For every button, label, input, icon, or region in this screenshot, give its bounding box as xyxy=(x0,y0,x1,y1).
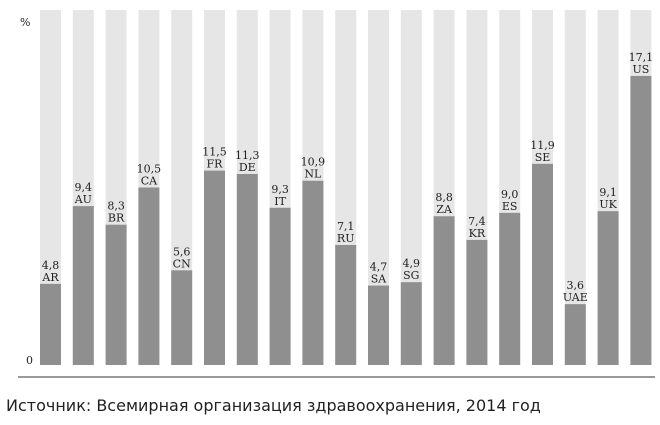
bar-ca xyxy=(138,187,160,365)
bar-au xyxy=(72,206,94,365)
category-label-es: ES xyxy=(502,200,518,213)
category-label-se: SE xyxy=(535,151,551,164)
bar-fr xyxy=(204,170,225,365)
category-label-nl: NL xyxy=(304,168,322,181)
value-label-cn: 5,6 xyxy=(173,245,191,258)
bar-it xyxy=(269,207,291,365)
value-label-fr: 11,5 xyxy=(202,146,227,159)
category-label-ru: RU xyxy=(337,232,355,245)
y-axis-unit-label: % xyxy=(20,16,30,29)
category-label-it: IT xyxy=(274,195,286,208)
category-label-fr: FR xyxy=(207,158,224,171)
bar-us xyxy=(630,75,652,365)
value-label-ru: 7,1 xyxy=(337,220,355,233)
category-label-sg: SG xyxy=(403,269,419,282)
value-label-nl: 10,9 xyxy=(301,156,326,169)
bar-background-ar xyxy=(40,10,61,365)
value-label-ar: 4,8 xyxy=(42,259,60,272)
bar-uae xyxy=(564,304,586,365)
value-label-sa: 4,7 xyxy=(370,261,388,274)
category-label-za: ZA xyxy=(436,203,453,216)
bar-kr xyxy=(466,239,488,365)
bar-es xyxy=(499,212,521,365)
bar-background-sa xyxy=(368,10,389,365)
bar-ru xyxy=(335,244,357,365)
category-label-kr: KR xyxy=(469,227,486,240)
category-label-us: US xyxy=(632,63,649,76)
bar-br xyxy=(105,224,127,365)
value-label-uae: 3,6 xyxy=(567,279,585,292)
value-label-au: 9,4 xyxy=(75,181,93,194)
value-label-sg: 4,9 xyxy=(403,257,421,270)
category-label-sa: SA xyxy=(371,273,388,286)
value-label-za: 8,8 xyxy=(435,191,453,204)
category-label-ar: AR xyxy=(41,271,59,284)
bar-za xyxy=(433,216,455,365)
category-label-au: AU xyxy=(74,193,92,206)
category-label-ca: CA xyxy=(141,175,158,188)
value-label-us: 17,1 xyxy=(629,51,654,64)
value-label-se: 11,9 xyxy=(530,139,555,152)
source-note: Источник: Всемирная организация здравоох… xyxy=(6,396,541,415)
bar-de xyxy=(236,173,258,365)
bar-background-sg xyxy=(400,10,422,365)
bar-uk xyxy=(597,211,619,365)
category-label-uk: UK xyxy=(599,198,617,211)
category-label-br: BR xyxy=(108,212,125,225)
value-label-it: 9,3 xyxy=(271,183,289,196)
category-label-cn: CN xyxy=(173,257,191,270)
value-label-br: 8,3 xyxy=(107,200,125,213)
bar-se xyxy=(532,163,553,365)
value-label-es: 9,0 xyxy=(501,188,519,201)
value-label-kr: 7,4 xyxy=(468,215,486,228)
bar-ar xyxy=(40,283,61,365)
y-axis-zero-label: 0 xyxy=(26,354,33,367)
bar-sa xyxy=(368,285,389,365)
bar-cn xyxy=(171,270,193,365)
bar-sg xyxy=(400,282,422,365)
value-label-de: 11,3 xyxy=(235,149,260,162)
value-label-uk: 9,1 xyxy=(599,186,617,199)
category-label-de: DE xyxy=(239,161,256,174)
bar-nl xyxy=(302,180,324,365)
value-label-ca: 10,5 xyxy=(137,163,162,176)
category-label-uae: UAE xyxy=(563,291,588,304)
bar-background-uae xyxy=(564,10,586,365)
